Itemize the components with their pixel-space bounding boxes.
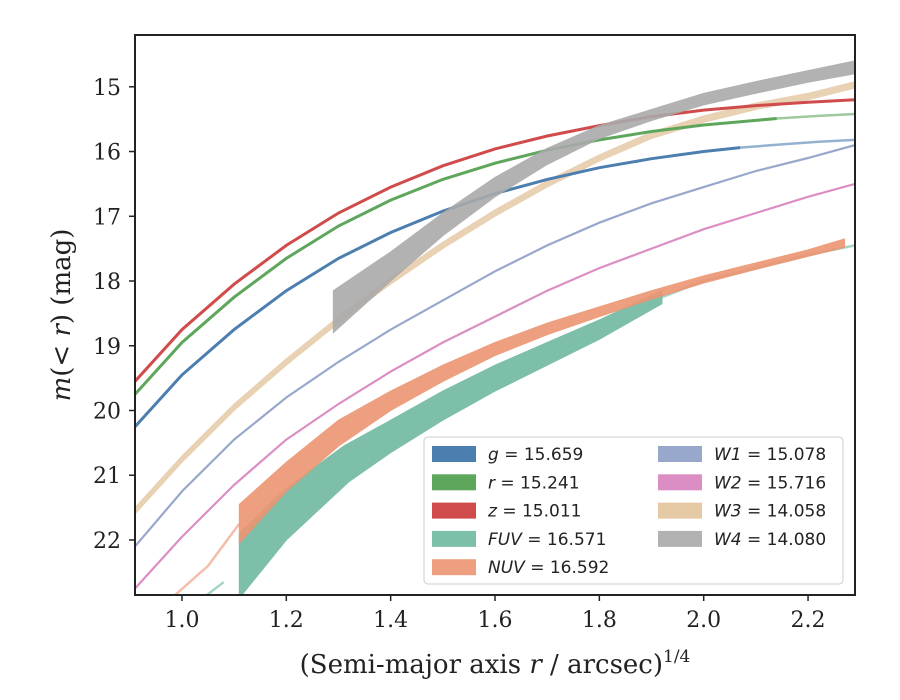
y-tick-label: 18 — [93, 270, 121, 295]
legend-swatch — [432, 474, 476, 491]
x-tick-label: 1.0 — [164, 608, 199, 633]
legend-swatch — [432, 530, 476, 547]
legend-item-nuv: NUV = 16.592 — [432, 558, 609, 578]
legend-swatch — [432, 446, 476, 462]
series-fuv-inner-extension — [204, 581, 225, 595]
legend-label: W4 = 14.080 — [714, 530, 826, 550]
y-tick-label: 22 — [93, 529, 121, 554]
legend-item-g: g = 15.659 — [432, 445, 583, 465]
y-tick-label: 15 — [93, 76, 121, 101]
legend-swatch — [432, 559, 476, 576]
legend-label: W2 = 15.716 — [714, 473, 826, 493]
series-g — [135, 138, 855, 428]
series-nuv-inner-extension — [173, 523, 241, 595]
series-r-line — [135, 117, 777, 396]
y-tick-label: 21 — [93, 464, 121, 489]
legend-swatch — [432, 502, 476, 519]
legend-item-w3: W3 = 14.058 — [658, 502, 826, 522]
series-fuv-extension — [661, 244, 855, 299]
legend-label: W1 = 15.078 — [714, 445, 826, 465]
legend-swatch — [658, 474, 702, 491]
legend-label: r = 15.241 — [488, 473, 580, 493]
series-fuv-band — [238, 289, 663, 595]
series-w4 — [332, 60, 855, 334]
legend-label: g = 15.659 — [488, 445, 583, 465]
series-nuv — [173, 238, 846, 595]
legend-item-z: z = 15.011 — [432, 502, 581, 522]
series-z — [135, 98, 855, 383]
series-nuv-band — [238, 238, 846, 545]
legend-label: W3 = 14.058 — [714, 502, 826, 522]
axis-ticks: 1.0 1.2 1.4 1.6 1.8 2.0 2.2 15 16 17 18 19 20 21 22 — [93, 76, 826, 633]
series-g-line — [135, 146, 741, 428]
y-tick-label: 20 — [93, 399, 121, 424]
legend: g = 15.659 r = 15.241 z = 15.011 FUV = 16.5… — [423, 436, 844, 585]
legend-swatch — [658, 502, 702, 519]
series-r-extension — [776, 112, 855, 120]
x-tick-label: 2.2 — [791, 608, 826, 633]
legend-item-w2: W2 = 15.716 — [658, 473, 826, 493]
legend-label: z = 15.011 — [487, 502, 581, 522]
series-layer — [135, 60, 855, 595]
y-tick-label: 17 — [93, 205, 121, 230]
series-w2 — [135, 182, 855, 590]
x-tick-label: 1.8 — [582, 608, 617, 633]
x-axis-label: (Semi-major axis r / arcsec)1/4 — [300, 647, 691, 680]
y-axis-label: m(< r) (mag) — [47, 229, 77, 402]
series-r — [135, 112, 855, 396]
series-z-line — [135, 98, 855, 383]
series-w1-line — [135, 144, 855, 548]
y-tick-label: 16 — [93, 141, 121, 166]
x-tick-label: 1.2 — [269, 608, 304, 633]
series-g-extension — [740, 138, 855, 149]
legend-label: FUV = 16.571 — [488, 530, 606, 550]
series-w4-band — [332, 60, 855, 334]
x-tick-label: 2.0 — [686, 608, 721, 633]
legend-item-w1: W1 = 15.078 — [658, 445, 826, 465]
legend-item-r: r = 15.241 — [432, 473, 580, 493]
series-w2-line — [135, 182, 855, 590]
x-tick-label: 1.6 — [478, 608, 513, 633]
y-tick-label: 19 — [93, 335, 121, 360]
x-tick-label: 1.4 — [373, 608, 408, 633]
legend-swatch — [658, 530, 702, 547]
legend-item-fuv: FUV = 16.571 — [432, 530, 606, 550]
legend-swatch — [658, 446, 702, 462]
legend-box — [423, 436, 844, 585]
series-w1 — [135, 144, 855, 548]
legend-item-w4: W4 = 14.080 — [658, 530, 826, 550]
legend-label: NUV = 16.592 — [488, 558, 609, 578]
